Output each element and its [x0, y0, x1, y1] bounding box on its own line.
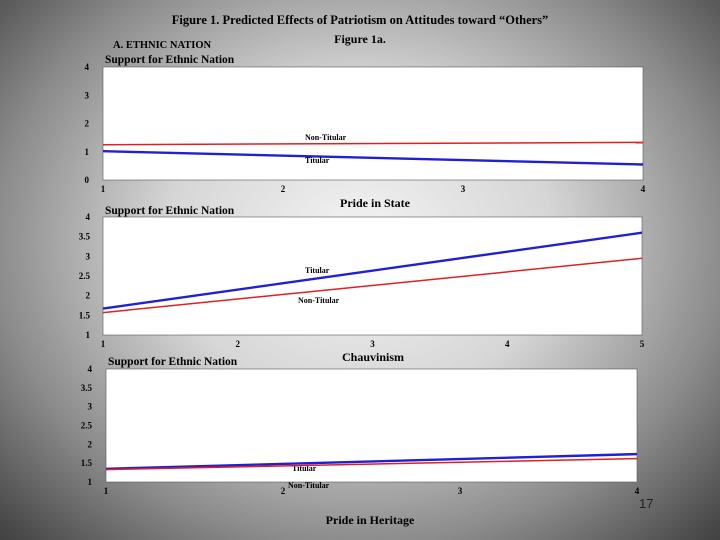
chart-panel-1: Support for Ethnic Nation 0 1 2 3 4 1 2 3 4 Pride … — [85, 54, 646, 210]
non-titular-annotation: Non-Titular — [298, 296, 340, 305]
y-tick-label: 2.5 — [81, 421, 93, 431]
y-tick-label: 4 — [88, 364, 93, 374]
x-tick-label: 5 — [640, 339, 645, 349]
non-titular-series-line — [102, 257, 643, 314]
titular-series-line — [102, 150, 644, 166]
x-tick-label: 3 — [458, 486, 463, 496]
y-tick-label: 3 — [88, 402, 93, 412]
chart-panel-3: Support for Ethnic Nation 1 1.5 2 2.5 3 3.5 4 1 2… — [81, 356, 640, 527]
y-tick-label: 0 — [85, 175, 90, 185]
x-axis-label: Pride in State — [340, 196, 411, 210]
x-axis-label: Pride in Heritage — [326, 513, 415, 527]
y-tick-label: 2 — [85, 119, 90, 129]
y-tick-label: 2 — [88, 439, 93, 449]
x-tick-label: 2 — [281, 184, 286, 194]
x-tick-label: 1 — [101, 339, 106, 349]
x-tick-label: 4 — [641, 184, 646, 194]
non-titular-series-line — [105, 457, 638, 471]
y-tick-label: 1 — [88, 477, 93, 487]
non-titular-annotation: Non-Titular — [288, 481, 330, 490]
x-axis-label: Chauvinism — [342, 350, 404, 364]
non-titular-annotation: Non-Titular — [305, 133, 347, 142]
figure-title: Figure 1. Predicted Effects of Patriotis… — [171, 13, 549, 27]
titular-annotation: Titular — [305, 266, 330, 275]
y-tick-label: 4 — [85, 62, 90, 72]
x-tick-label: 2 — [236, 339, 241, 349]
page-number: 17 — [639, 496, 654, 511]
y-axis-label: Support for Ethnic Nation — [105, 54, 235, 66]
titular-annotation: Titular — [305, 156, 330, 165]
y-axis-label: Support for Ethnic Nation — [108, 356, 238, 368]
x-tick-label: 1 — [101, 184, 106, 194]
titular-series-line — [102, 231, 643, 310]
chart-panel-2: Support for Ethnic Nation 1 1.5 2 2.5 3 3.5 4 1 2… — [79, 205, 645, 364]
x-tick-label: 3 — [370, 339, 375, 349]
titular-annotation: Titular — [292, 464, 317, 473]
x-tick-label: 4 — [635, 486, 640, 496]
y-tick-label: 2 — [86, 291, 91, 301]
y-tick-label: 1 — [85, 147, 90, 157]
y-tick-label: 4 — [86, 212, 91, 222]
section-label: A. ETHNIC NATION — [113, 40, 212, 51]
x-tick-label: 3 — [461, 184, 466, 194]
figure-subtitle: Figure 1a. — [334, 32, 386, 46]
y-tick-label: 3 — [86, 251, 91, 261]
plot-area — [105, 368, 638, 483]
non-titular-series-line — [102, 141, 644, 146]
x-tick-label: 1 — [104, 486, 109, 496]
y-tick-label: 3.5 — [81, 383, 93, 393]
y-tick-label: 1 — [86, 330, 91, 340]
plot-area — [102, 216, 643, 336]
y-tick-label: 3.5 — [79, 232, 91, 242]
y-tick-label: 1.5 — [81, 458, 93, 468]
x-tick-label: 4 — [505, 339, 510, 349]
titular-series-line — [105, 452, 638, 470]
y-tick-label: 1.5 — [79, 310, 91, 320]
y-axis-label: Support for Ethnic Nation — [105, 205, 235, 217]
x-tick-label: 2 — [281, 486, 286, 496]
y-tick-label: 3 — [85, 90, 90, 100]
y-tick-label: 2.5 — [79, 271, 91, 281]
